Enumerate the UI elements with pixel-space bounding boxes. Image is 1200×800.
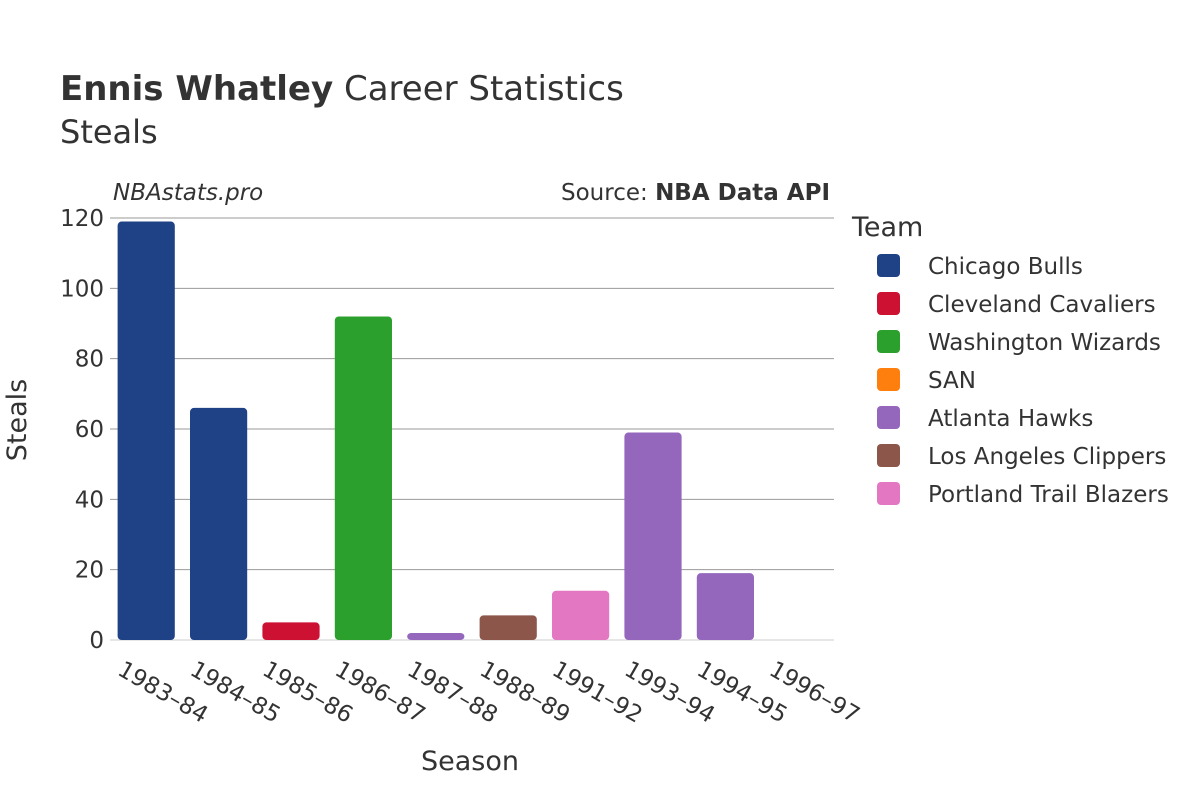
legend-label: SAN xyxy=(928,368,976,394)
y-tick-label: 80 xyxy=(75,347,104,373)
source-prefix: Source: xyxy=(561,180,655,206)
legend-label: Washington Wizards xyxy=(928,330,1161,356)
legend-swatch xyxy=(877,406,900,429)
legend-label: Portland Trail Blazers xyxy=(928,482,1169,508)
legend-item: Chicago Bulls xyxy=(877,254,1083,280)
y-tick-label: 120 xyxy=(60,206,104,232)
legend-swatch xyxy=(877,368,900,391)
source-credit: Source: NBA Data API xyxy=(561,180,830,206)
legend-label: Chicago Bulls xyxy=(928,254,1083,280)
title-rest: Career Statistics xyxy=(333,69,624,109)
x-axis-title: Season xyxy=(421,746,519,777)
bar xyxy=(479,615,537,640)
y-axis-ticks: 0 20 40 60 80 100 120 xyxy=(60,206,104,654)
bar xyxy=(552,590,610,640)
y-tick-label: 40 xyxy=(75,487,104,513)
legend-item: Washington Wizards xyxy=(877,330,1161,356)
x-axis-ticks: 1983–841984–851985–861986–871987–881988–… xyxy=(113,657,864,729)
legend-item: Portland Trail Blazers xyxy=(877,482,1169,508)
bar xyxy=(190,407,248,640)
source-name: NBA Data API xyxy=(655,180,830,206)
y-tick-label: 60 xyxy=(75,417,104,443)
bar xyxy=(696,573,754,640)
y-axis-title: Steals xyxy=(2,379,33,461)
bar xyxy=(334,316,392,640)
chart-title: Ennis Whatley Career Statistics xyxy=(60,69,624,109)
y-tick-label: 20 xyxy=(75,558,104,584)
legend-item: Cleveland Cavaliers xyxy=(877,292,1156,318)
bar xyxy=(262,622,320,640)
legend-label: Los Angeles Clippers xyxy=(928,444,1166,470)
legend-swatch xyxy=(877,254,900,277)
bar xyxy=(624,432,682,640)
legend-swatch xyxy=(877,330,900,353)
site-credit: NBAstats.pro xyxy=(113,180,263,206)
legend-swatch xyxy=(877,482,900,505)
bars xyxy=(117,221,754,640)
legend-item: Los Angeles Clippers xyxy=(877,444,1166,470)
bar xyxy=(407,632,465,640)
legend-swatch xyxy=(877,444,900,467)
y-tick-label: 0 xyxy=(89,628,104,654)
legend-title: Team xyxy=(851,212,923,243)
legend-item: SAN xyxy=(877,368,976,394)
legend-label: Cleveland Cavaliers xyxy=(928,292,1156,318)
legend-label: Atlanta Hawks xyxy=(928,406,1093,432)
legend-swatch xyxy=(877,292,900,315)
bar xyxy=(117,221,175,640)
y-tick-label: 100 xyxy=(60,276,104,302)
legend-item: Atlanta Hawks xyxy=(877,406,1093,432)
title-player-name: Ennis Whatley xyxy=(60,69,333,109)
legend: Chicago Bulls Cleveland Cavaliers Washingt… xyxy=(877,254,1169,508)
chart-subtitle: Steals xyxy=(60,113,158,151)
